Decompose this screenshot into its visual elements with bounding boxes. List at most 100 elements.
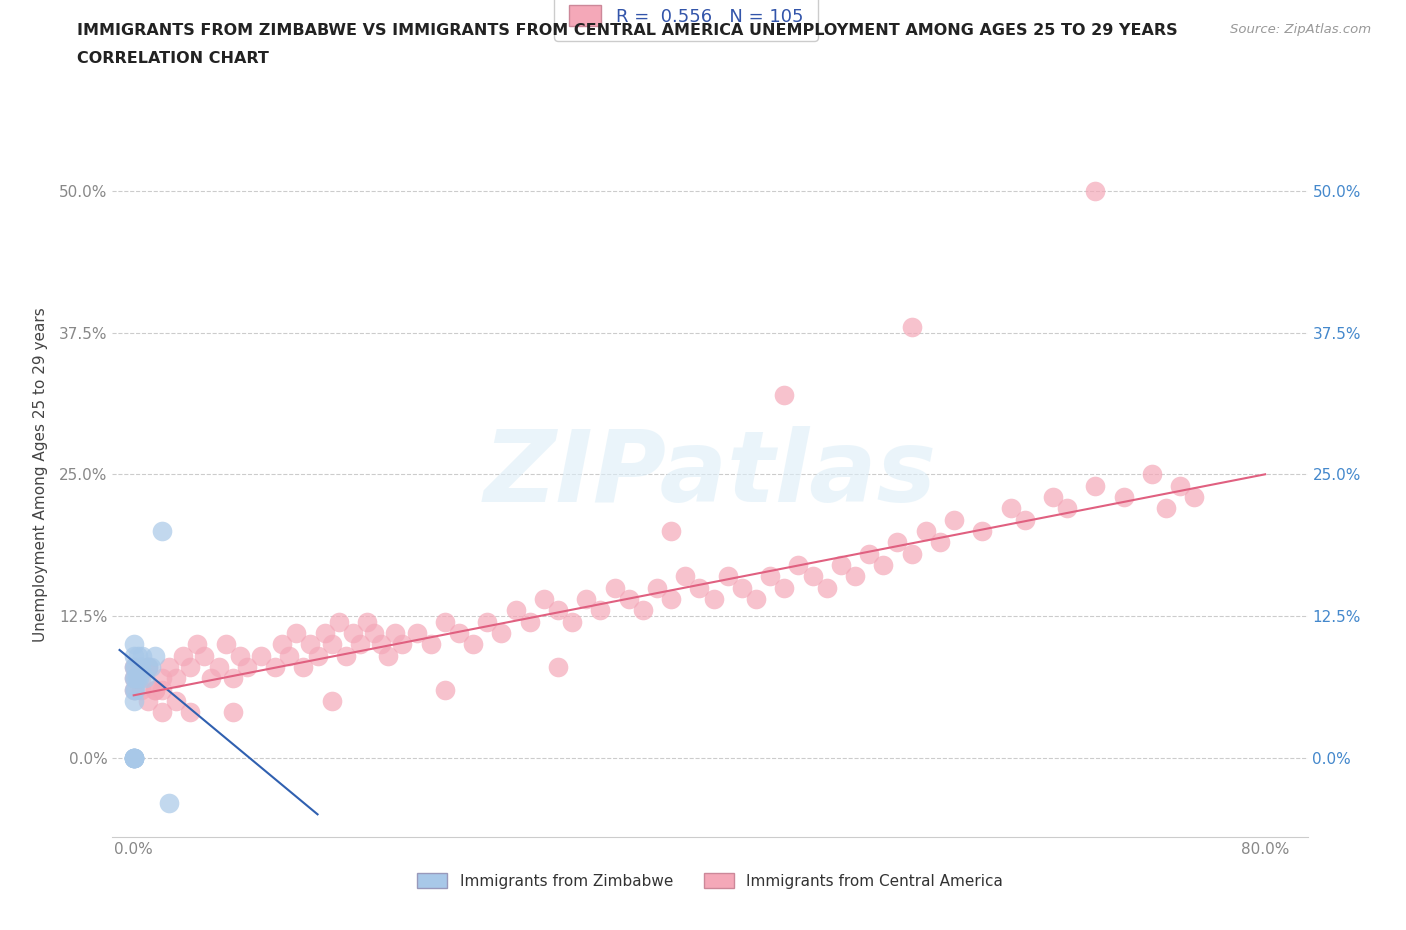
Point <box>122 671 145 685</box>
Point <box>314 626 336 641</box>
Point <box>447 626 470 641</box>
Point <box>136 659 159 674</box>
Point <box>335 648 357 663</box>
Point <box>377 648 399 663</box>
Point <box>759 569 782 584</box>
Point <box>271 637 294 652</box>
Point <box>124 659 146 674</box>
Point <box>349 637 371 652</box>
Point <box>150 683 173 698</box>
Point <box>179 705 201 720</box>
Point <box>1014 512 1036 527</box>
Point <box>900 546 922 561</box>
Point <box>547 603 569 618</box>
Point <box>900 320 922 335</box>
Point <box>122 683 145 698</box>
Point <box>356 614 378 629</box>
Point <box>519 614 541 629</box>
Point <box>122 751 145 765</box>
Point <box>603 580 626 595</box>
Point <box>307 648 329 663</box>
Point <box>129 659 152 674</box>
Point <box>673 569 696 584</box>
Point <box>122 751 145 765</box>
Point <box>172 648 194 663</box>
Point <box>1000 501 1022 516</box>
Point <box>321 637 343 652</box>
Point <box>972 524 994 538</box>
Point <box>433 614 456 629</box>
Point <box>165 694 187 709</box>
Point <box>384 626 406 641</box>
Point <box>659 591 682 606</box>
Text: ZIPatlas: ZIPatlas <box>484 426 936 523</box>
Point <box>1140 467 1163 482</box>
Point <box>157 659 180 674</box>
Point <box>844 569 866 584</box>
Point <box>561 614 583 629</box>
Point <box>589 603 612 618</box>
Point <box>321 694 343 709</box>
Point <box>575 591 598 606</box>
Point <box>645 580 668 595</box>
Point <box>405 626 427 641</box>
Point <box>165 671 187 685</box>
Point <box>143 683 166 698</box>
Point <box>222 671 245 685</box>
Point <box>1184 489 1206 504</box>
Point <box>124 683 146 698</box>
Point <box>193 648 215 663</box>
Point <box>815 580 838 595</box>
Point <box>928 535 950 550</box>
Point <box>688 580 710 595</box>
Point <box>787 557 810 572</box>
Point <box>391 637 413 652</box>
Point <box>872 557 894 572</box>
Point <box>150 524 173 538</box>
Point <box>139 659 162 674</box>
Point <box>229 648 252 663</box>
Point <box>1056 501 1078 516</box>
Point <box>1042 489 1064 504</box>
Point <box>150 705 173 720</box>
Point <box>150 671 173 685</box>
Point <box>477 614 499 629</box>
Point <box>207 659 229 674</box>
Point <box>858 546 880 561</box>
Point <box>631 603 654 618</box>
Point <box>801 569 824 584</box>
Point <box>131 648 153 663</box>
Point <box>124 671 146 685</box>
Point <box>463 637 485 652</box>
Point <box>292 659 315 674</box>
Legend: Immigrants from Zimbabwe, Immigrants from Central America: Immigrants from Zimbabwe, Immigrants fro… <box>411 867 1010 895</box>
Point <box>342 626 364 641</box>
Point <box>143 648 166 663</box>
Point <box>773 580 796 595</box>
Point <box>533 591 555 606</box>
Text: Source: ZipAtlas.com: Source: ZipAtlas.com <box>1230 23 1371 36</box>
Point <box>731 580 754 595</box>
Point <box>129 671 152 685</box>
Point <box>278 648 301 663</box>
Point <box>491 626 513 641</box>
Point <box>547 659 569 674</box>
Point <box>1154 501 1177 516</box>
Text: IMMIGRANTS FROM ZIMBABWE VS IMMIGRANTS FROM CENTRAL AMERICA UNEMPLOYMENT AMONG A: IMMIGRANTS FROM ZIMBABWE VS IMMIGRANTS F… <box>77 23 1178 38</box>
Point <box>127 648 149 663</box>
Point <box>129 683 152 698</box>
Point <box>122 683 145 698</box>
Text: CORRELATION CHART: CORRELATION CHART <box>77 51 269 66</box>
Point <box>703 591 725 606</box>
Point <box>122 671 145 685</box>
Point <box>143 683 166 698</box>
Point <box>328 614 350 629</box>
Point <box>136 694 159 709</box>
Point <box>122 751 145 765</box>
Point <box>1084 183 1107 198</box>
Point <box>222 705 245 720</box>
Point <box>250 648 273 663</box>
Point <box>179 659 201 674</box>
Point <box>122 751 145 765</box>
Point <box>943 512 966 527</box>
